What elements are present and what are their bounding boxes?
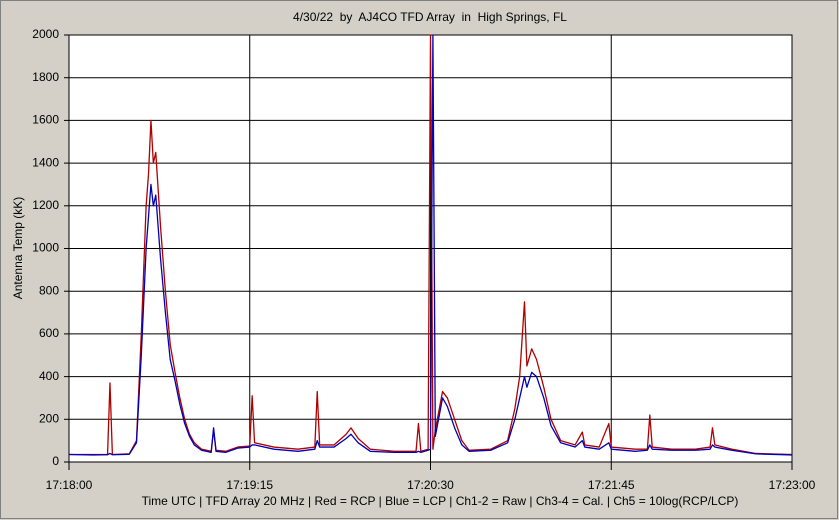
y-tick-label: 1600: [32, 113, 59, 127]
x-axis-label: Time UTC | TFD Array 20 MHz | Red = RCP …: [142, 494, 739, 508]
series-line: [68, 34, 793, 456]
y-axis-label: Antenna Temp (kK): [11, 197, 25, 300]
y-tick-label: 2000: [32, 27, 59, 41]
y-tick-label: 1800: [32, 70, 59, 84]
y-tick-label: 0: [52, 454, 59, 468]
y-tick-label: 1400: [32, 155, 59, 169]
x-tick-label: 17:19:15: [226, 478, 273, 492]
y-tick-label: 200: [39, 411, 59, 425]
y-tick-label: 400: [39, 369, 59, 383]
y-tick-label: 800: [39, 283, 59, 297]
y-tick-label: 600: [39, 326, 59, 340]
x-tick-label: 17:21:45: [588, 478, 635, 492]
series-line: [69, 34, 793, 456]
y-tick-label: 1200: [32, 198, 59, 212]
x-tick-label: 17:20:30: [407, 478, 454, 492]
chart-title: 4/30/22 by AJ4CO TFD Array in High Sprin…: [293, 10, 567, 24]
x-tick-label: 17:18:00: [46, 478, 93, 492]
x-tick-label: 17:23:00: [769, 478, 816, 492]
y-tick-label: 1000: [32, 241, 59, 255]
